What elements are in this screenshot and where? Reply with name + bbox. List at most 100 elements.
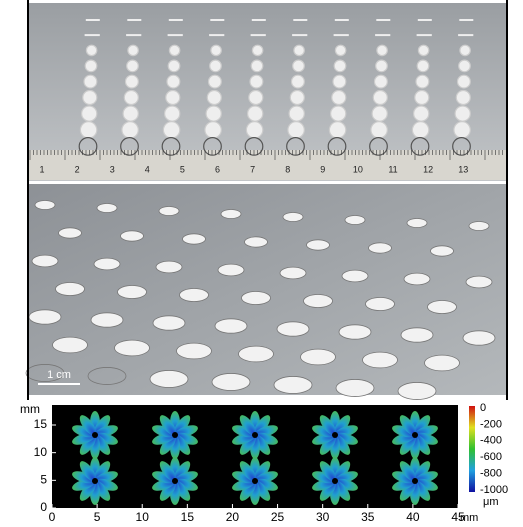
- x-tick-label: 0: [49, 510, 56, 524]
- scale-bar-label: 1 cm: [47, 369, 71, 381]
- shape: [404, 273, 430, 285]
- shape: [455, 106, 470, 121]
- shape: [369, 243, 392, 253]
- shape: [418, 45, 428, 55]
- shape: [206, 106, 221, 121]
- shape: [168, 60, 180, 72]
- shape: [417, 34, 432, 36]
- shape: [336, 379, 374, 396]
- y-tick-label: 10: [34, 445, 48, 459]
- shape: [469, 222, 489, 231]
- shape: [85, 60, 97, 72]
- shape: [401, 328, 433, 342]
- shape: [115, 340, 150, 356]
- shape: [416, 75, 429, 88]
- shape: [289, 106, 304, 121]
- shape: [167, 75, 180, 88]
- x-tick-label: 45: [451, 510, 465, 524]
- ruler-label: 2: [75, 164, 80, 174]
- shape: [417, 60, 429, 72]
- shape: [335, 45, 345, 55]
- shape: [127, 19, 141, 21]
- x-tick-label: 40: [406, 510, 420, 524]
- shape: [169, 19, 183, 21]
- shape: [242, 291, 271, 304]
- x-tick-label: 35: [361, 510, 375, 524]
- shape: [290, 91, 304, 105]
- shape: [127, 60, 139, 72]
- shape: [274, 376, 312, 393]
- flower-center: [172, 478, 178, 484]
- shape: [304, 294, 333, 307]
- shape: [35, 201, 55, 210]
- flower-center: [332, 432, 338, 438]
- shape: [293, 60, 305, 72]
- shape: [218, 264, 244, 276]
- shape: [250, 75, 263, 88]
- colorbar-label: -800: [480, 468, 502, 480]
- shape: [163, 122, 179, 138]
- shape: [458, 75, 471, 88]
- shape: [371, 122, 387, 138]
- shape: [125, 75, 138, 88]
- shape: [307, 240, 330, 250]
- shape: [363, 352, 398, 368]
- shape: [329, 122, 345, 138]
- shape: [209, 75, 222, 88]
- shape: [456, 91, 470, 105]
- shape: [123, 106, 138, 121]
- ruler-label: 9: [320, 164, 325, 174]
- shape: [335, 19, 349, 21]
- shape: [128, 45, 138, 55]
- ruler-label: 13: [458, 164, 468, 174]
- shape: [293, 19, 307, 21]
- shape: [82, 106, 97, 121]
- shape: [210, 60, 222, 72]
- figure: 1 cm mm mm 12345678910111213051015202530…: [0, 0, 523, 527]
- shape: [339, 325, 371, 339]
- shape: [283, 213, 303, 222]
- shape: [459, 19, 473, 21]
- shape: [221, 210, 241, 219]
- y-tick-label: 15: [34, 417, 48, 431]
- shape: [126, 34, 141, 36]
- shape: [97, 204, 117, 213]
- shape: [168, 34, 183, 36]
- colorbar-label: -200: [480, 418, 502, 430]
- flower-center: [172, 432, 178, 438]
- shape: [331, 106, 346, 121]
- flower-center: [92, 478, 98, 484]
- shape: [425, 355, 460, 371]
- x-tick-label: 10: [136, 510, 150, 524]
- shape: [153, 316, 185, 330]
- shape: [414, 106, 429, 121]
- ruler-label: 1: [39, 164, 44, 174]
- shape: [239, 346, 274, 362]
- ruler-label: 7: [250, 164, 255, 174]
- shape: [56, 282, 85, 295]
- shape: [376, 19, 390, 21]
- shape: [431, 246, 454, 256]
- shape: [177, 343, 212, 359]
- colorbar-label: -600: [480, 451, 502, 463]
- ruler-label: 3: [110, 164, 115, 174]
- x-tick-label: 20: [226, 510, 240, 524]
- shape: [246, 122, 262, 138]
- shape: [83, 91, 97, 105]
- shape: [459, 60, 471, 72]
- shape: [407, 219, 427, 228]
- shape: [150, 370, 188, 387]
- shape: [366, 297, 395, 310]
- shape: [29, 310, 61, 324]
- shape: [466, 276, 492, 288]
- flower-center: [332, 478, 338, 484]
- shape: [334, 60, 346, 72]
- shape: [334, 34, 349, 36]
- colorbar-unit: μm: [483, 496, 499, 508]
- shape: [91, 313, 123, 327]
- x-tick-label: 25: [271, 510, 285, 524]
- ruler-label: 6: [215, 164, 220, 174]
- shape: [333, 75, 346, 88]
- shape: [209, 34, 224, 36]
- shape: [122, 122, 138, 138]
